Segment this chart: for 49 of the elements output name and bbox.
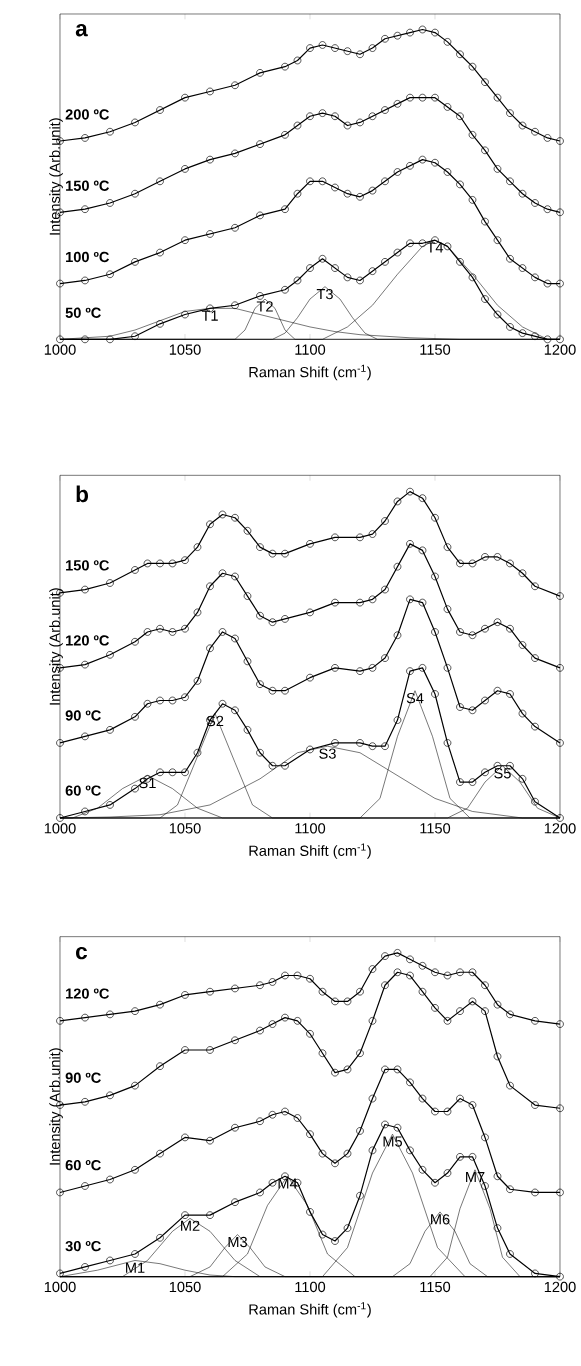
x-tick-label: 1100: [295, 823, 326, 834]
series-label: T4: [426, 242, 444, 253]
series-label: 150 ºC: [66, 180, 109, 191]
series-label: 200 ºC: [65, 109, 109, 120]
series-label: S5: [494, 768, 511, 779]
series-label: 120 ºC: [66, 635, 109, 646]
series-label: 30 ºC: [65, 1240, 101, 1252]
series-label: M3: [228, 1236, 247, 1248]
series-label: T1: [201, 310, 218, 321]
x-axis-title: Raman Shift (cm$^{-1}$): [249, 364, 371, 381]
chart-title: a: [75, 24, 88, 37]
x-tick-label: 1100: [295, 1281, 326, 1293]
series-label: 90 ºC: [65, 1072, 101, 1083]
series-label: 90 ºC: [65, 710, 101, 721]
x-axis-title: Raman Shift (cm$^{-1}$): [249, 843, 371, 859]
series-label: T3: [316, 288, 333, 300]
x-axis-title: Raman Shift (cm$^{-1}$): [249, 1302, 371, 1318]
series-label: M5: [383, 1136, 402, 1147]
chart-title: b: [76, 485, 88, 503]
series-label: M6: [431, 1214, 450, 1225]
x-tick-label: 1000: [44, 823, 76, 834]
x-tick-label: 1200: [544, 344, 576, 355]
series-label: 60 ºC: [65, 785, 101, 796]
x-tick-label: 1200: [544, 823, 576, 834]
series-label: S3: [319, 748, 336, 759]
x-tick-label: 1150: [420, 823, 451, 834]
x-tick-label: 1050: [169, 1281, 201, 1293]
y-axis-title: Intensity (Arb.unit): [49, 118, 63, 235]
chart-title: c: [75, 946, 87, 960]
x-tick-label: 1100: [295, 344, 326, 355]
series-label: 100 ºC: [66, 251, 109, 263]
series-label: M4: [278, 1178, 298, 1189]
series-label: 50 ºC: [65, 307, 101, 318]
series-label: 120 ºC: [66, 988, 109, 999]
x-tick-label: 1150: [420, 344, 451, 355]
x-tick-label: 1050: [169, 344, 201, 355]
series-label: T2: [256, 301, 273, 312]
x-tick-label: 1200: [544, 1281, 576, 1293]
x-tick-label: 1150: [420, 1281, 451, 1293]
series-label: 60 ºC: [65, 1160, 101, 1171]
series-label: M2: [181, 1220, 200, 1231]
x-tick-label: 1000: [44, 344, 76, 355]
y-axis-title: Intensity (Arb.unit): [49, 1048, 63, 1165]
series-label: 150 ºC: [66, 560, 109, 571]
y-axis-title: Intensity (Arb.unit): [49, 588, 63, 705]
x-tick-label: 1000: [44, 1281, 76, 1293]
series-label: M1: [126, 1262, 145, 1273]
x-tick-label: 1050: [169, 823, 201, 834]
series-label: S4: [406, 692, 424, 704]
